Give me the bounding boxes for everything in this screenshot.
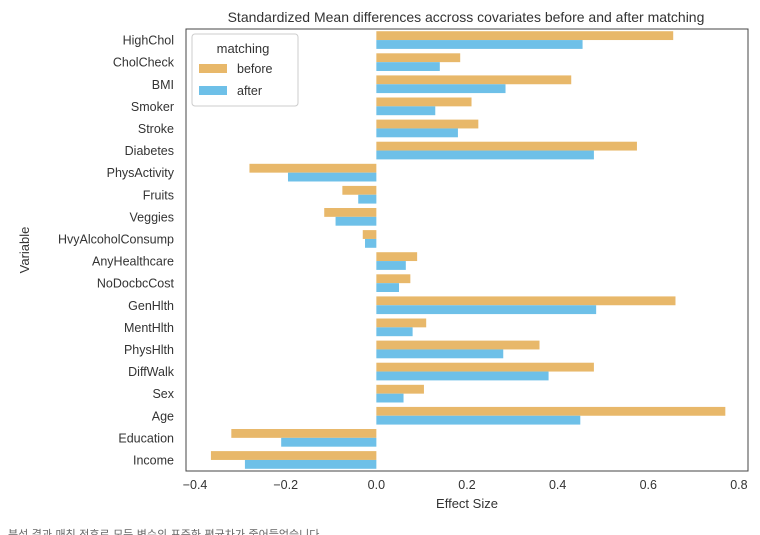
y-tick-label: Education [118, 431, 174, 445]
x-tick-label: 0.0 [368, 478, 385, 492]
y-axis-label: Variable [17, 227, 32, 274]
bar-before-Income [210, 451, 377, 460]
bar-before-Stroke [376, 119, 479, 129]
bar-after-DiffWalk [376, 371, 549, 381]
x-axis-label: Effect Size [436, 496, 498, 511]
y-tick-label: Income [133, 453, 174, 467]
bar-after-CholCheck [376, 62, 440, 71]
y-tick-label: PhysActivity [107, 166, 175, 180]
y-tick-label: CholCheck [113, 56, 175, 70]
y-tick-label: Diabetes [125, 144, 174, 158]
bar-before-Diabetes [376, 141, 637, 151]
y-tick-label: GenHlth [128, 299, 174, 313]
x-tick-label: 0.2 [458, 478, 475, 492]
bar-after-Diabetes [376, 150, 594, 160]
y-tick-label: Stroke [138, 122, 174, 136]
x-tick-label: 0.6 [640, 478, 657, 492]
bar-before-MentHlth [376, 318, 427, 328]
y-tick-label: HighChol [123, 34, 174, 48]
y-tick-label: HvyAlcoholConsump [58, 232, 174, 246]
bar-after-Education [281, 437, 377, 447]
bar-after-Sex [376, 393, 404, 403]
footer-caption: 분석 결과 매칭 전후로 모든 변수의 표준화 평균차가 줄어들었습니다 [8, 528, 320, 535]
bar-before-Sex [376, 384, 424, 394]
legend: matching before after [191, 33, 299, 107]
bar-before-PhysActivity [249, 163, 377, 173]
y-tick-label: MentHlth [124, 321, 174, 335]
bar-after-Fruits [358, 194, 377, 204]
legend-swatch-after [199, 86, 227, 95]
series-after-bars [244, 40, 597, 469]
y-axis-tick-labels: HighChol CholCheck BMI Smoker Stroke Diabetes… [58, 34, 175, 468]
bar-after-Stroke [376, 128, 458, 138]
bar-after-Veggies [335, 216, 377, 226]
bar-before-Veggies [324, 208, 377, 217]
y-tick-label: Smoker [131, 100, 174, 114]
y-tick-label: AnyHealthcare [92, 255, 174, 269]
y-tick-label: NoDocbcCost [97, 277, 175, 291]
bar-before-Education [231, 429, 377, 438]
bar-after-MentHlth [376, 327, 413, 337]
bar-after-Smoker [376, 106, 436, 116]
chart-title: Standardized Mean differences accross co… [228, 9, 705, 25]
bar-before-Age [376, 406, 726, 416]
x-tick-label: −0.4 [183, 478, 208, 492]
bar-after-PhysActivity [287, 172, 377, 182]
bar-before-BMI [376, 75, 572, 85]
x-tick-label: 0.8 [730, 478, 747, 492]
bar-after-PhysHlth [376, 349, 504, 359]
y-tick-label: Veggies [130, 210, 174, 224]
bar-after-GenHlth [376, 305, 597, 315]
y-tick-label: Fruits [143, 188, 174, 202]
bar-before-GenHlth [376, 296, 676, 306]
legend-label-before: before [237, 62, 272, 76]
bar-before-HvyAlcoholConsump [362, 230, 377, 239]
x-tick-label: −0.2 [273, 478, 298, 492]
legend-label-after: after [237, 84, 262, 98]
bar-before-Smoker [376, 97, 472, 107]
bar-after-HighChol [376, 40, 583, 49]
bar-after-AnyHealthcare [376, 261, 406, 270]
legend-swatch-before [199, 64, 227, 73]
y-tick-label: Sex [152, 387, 174, 401]
bar-after-HvyAlcoholConsump [365, 238, 377, 248]
bar-after-BMI [376, 84, 506, 94]
bar-before-CholCheck [376, 53, 461, 63]
y-tick-label: BMI [152, 78, 174, 92]
bar-before-PhysHlth [376, 340, 540, 350]
bar-after-Income [244, 459, 377, 469]
y-tick-label: PhysHlth [124, 343, 174, 357]
bar-after-Age [376, 415, 581, 425]
x-axis-tick-labels: −0.4 −0.2 0.0 0.2 0.4 0.6 0.8 [183, 478, 748, 492]
bar-before-HighChol [376, 31, 674, 41]
bar-before-AnyHealthcare [376, 252, 418, 262]
series-before-bars [210, 31, 726, 460]
legend-title: matching [217, 41, 270, 56]
bar-after-NoDocbcCost [376, 283, 400, 292]
bar-before-Fruits [342, 185, 377, 195]
bar-before-NoDocbcCost [376, 274, 411, 284]
bar-before-DiffWalk [376, 362, 594, 372]
y-tick-label: DiffWalk [128, 365, 175, 379]
x-tick-label: 0.4 [549, 478, 566, 492]
y-tick-label: Age [152, 409, 174, 423]
